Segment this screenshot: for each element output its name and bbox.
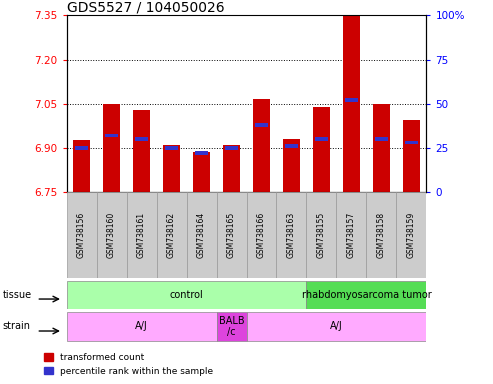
FancyBboxPatch shape bbox=[67, 281, 307, 309]
Text: GSM738158: GSM738158 bbox=[377, 212, 386, 258]
Bar bbox=[165, 146, 177, 150]
Text: GSM738164: GSM738164 bbox=[197, 212, 206, 258]
FancyBboxPatch shape bbox=[186, 192, 216, 278]
Bar bbox=[104, 104, 120, 192]
FancyBboxPatch shape bbox=[277, 192, 307, 278]
Text: GSM738161: GSM738161 bbox=[137, 212, 146, 258]
FancyBboxPatch shape bbox=[246, 312, 426, 341]
Bar bbox=[316, 137, 328, 141]
Text: A/J: A/J bbox=[330, 321, 343, 331]
FancyBboxPatch shape bbox=[97, 192, 127, 278]
Text: GSM738157: GSM738157 bbox=[347, 212, 356, 258]
Legend: transformed count, percentile rank within the sample: transformed count, percentile rank withi… bbox=[44, 353, 213, 376]
Bar bbox=[133, 109, 150, 192]
FancyBboxPatch shape bbox=[157, 192, 186, 278]
Bar bbox=[163, 145, 180, 192]
Bar bbox=[75, 146, 88, 150]
Text: GDS5527 / 104050026: GDS5527 / 104050026 bbox=[67, 0, 224, 14]
FancyBboxPatch shape bbox=[216, 312, 246, 341]
Bar bbox=[343, 15, 360, 192]
Bar bbox=[313, 107, 330, 192]
Text: A/J: A/J bbox=[135, 321, 148, 331]
Text: GSM738163: GSM738163 bbox=[287, 212, 296, 258]
Bar bbox=[403, 120, 420, 192]
Text: GSM738165: GSM738165 bbox=[227, 212, 236, 258]
FancyBboxPatch shape bbox=[307, 192, 336, 278]
FancyBboxPatch shape bbox=[67, 312, 216, 341]
Text: GSM738162: GSM738162 bbox=[167, 212, 176, 258]
FancyBboxPatch shape bbox=[307, 281, 426, 309]
Text: GSM738160: GSM738160 bbox=[107, 212, 116, 258]
Bar bbox=[375, 137, 387, 141]
FancyBboxPatch shape bbox=[127, 192, 157, 278]
FancyBboxPatch shape bbox=[246, 192, 277, 278]
Bar bbox=[195, 151, 208, 155]
Text: strain: strain bbox=[2, 321, 31, 331]
Bar bbox=[255, 123, 268, 127]
Text: GSM738155: GSM738155 bbox=[317, 212, 326, 258]
Text: rhabdomyosarcoma tumor: rhabdomyosarcoma tumor bbox=[302, 290, 431, 300]
Text: GSM738166: GSM738166 bbox=[257, 212, 266, 258]
Bar bbox=[283, 139, 300, 192]
Bar bbox=[193, 152, 210, 192]
Bar bbox=[253, 99, 270, 192]
Text: GSM738156: GSM738156 bbox=[77, 212, 86, 258]
FancyBboxPatch shape bbox=[366, 192, 396, 278]
Bar bbox=[136, 137, 148, 141]
Bar bbox=[345, 98, 357, 102]
Bar bbox=[373, 104, 389, 192]
FancyBboxPatch shape bbox=[216, 192, 246, 278]
FancyBboxPatch shape bbox=[67, 192, 97, 278]
Bar bbox=[405, 141, 418, 144]
Bar bbox=[106, 134, 118, 137]
Text: tissue: tissue bbox=[2, 290, 32, 300]
Bar bbox=[285, 144, 298, 148]
Text: GSM738159: GSM738159 bbox=[407, 212, 416, 258]
Bar bbox=[223, 145, 240, 192]
FancyBboxPatch shape bbox=[396, 192, 426, 278]
Text: BALB
/c: BALB /c bbox=[219, 316, 245, 337]
FancyBboxPatch shape bbox=[336, 192, 366, 278]
Text: control: control bbox=[170, 290, 204, 300]
Bar bbox=[225, 146, 238, 150]
Bar bbox=[73, 141, 90, 192]
